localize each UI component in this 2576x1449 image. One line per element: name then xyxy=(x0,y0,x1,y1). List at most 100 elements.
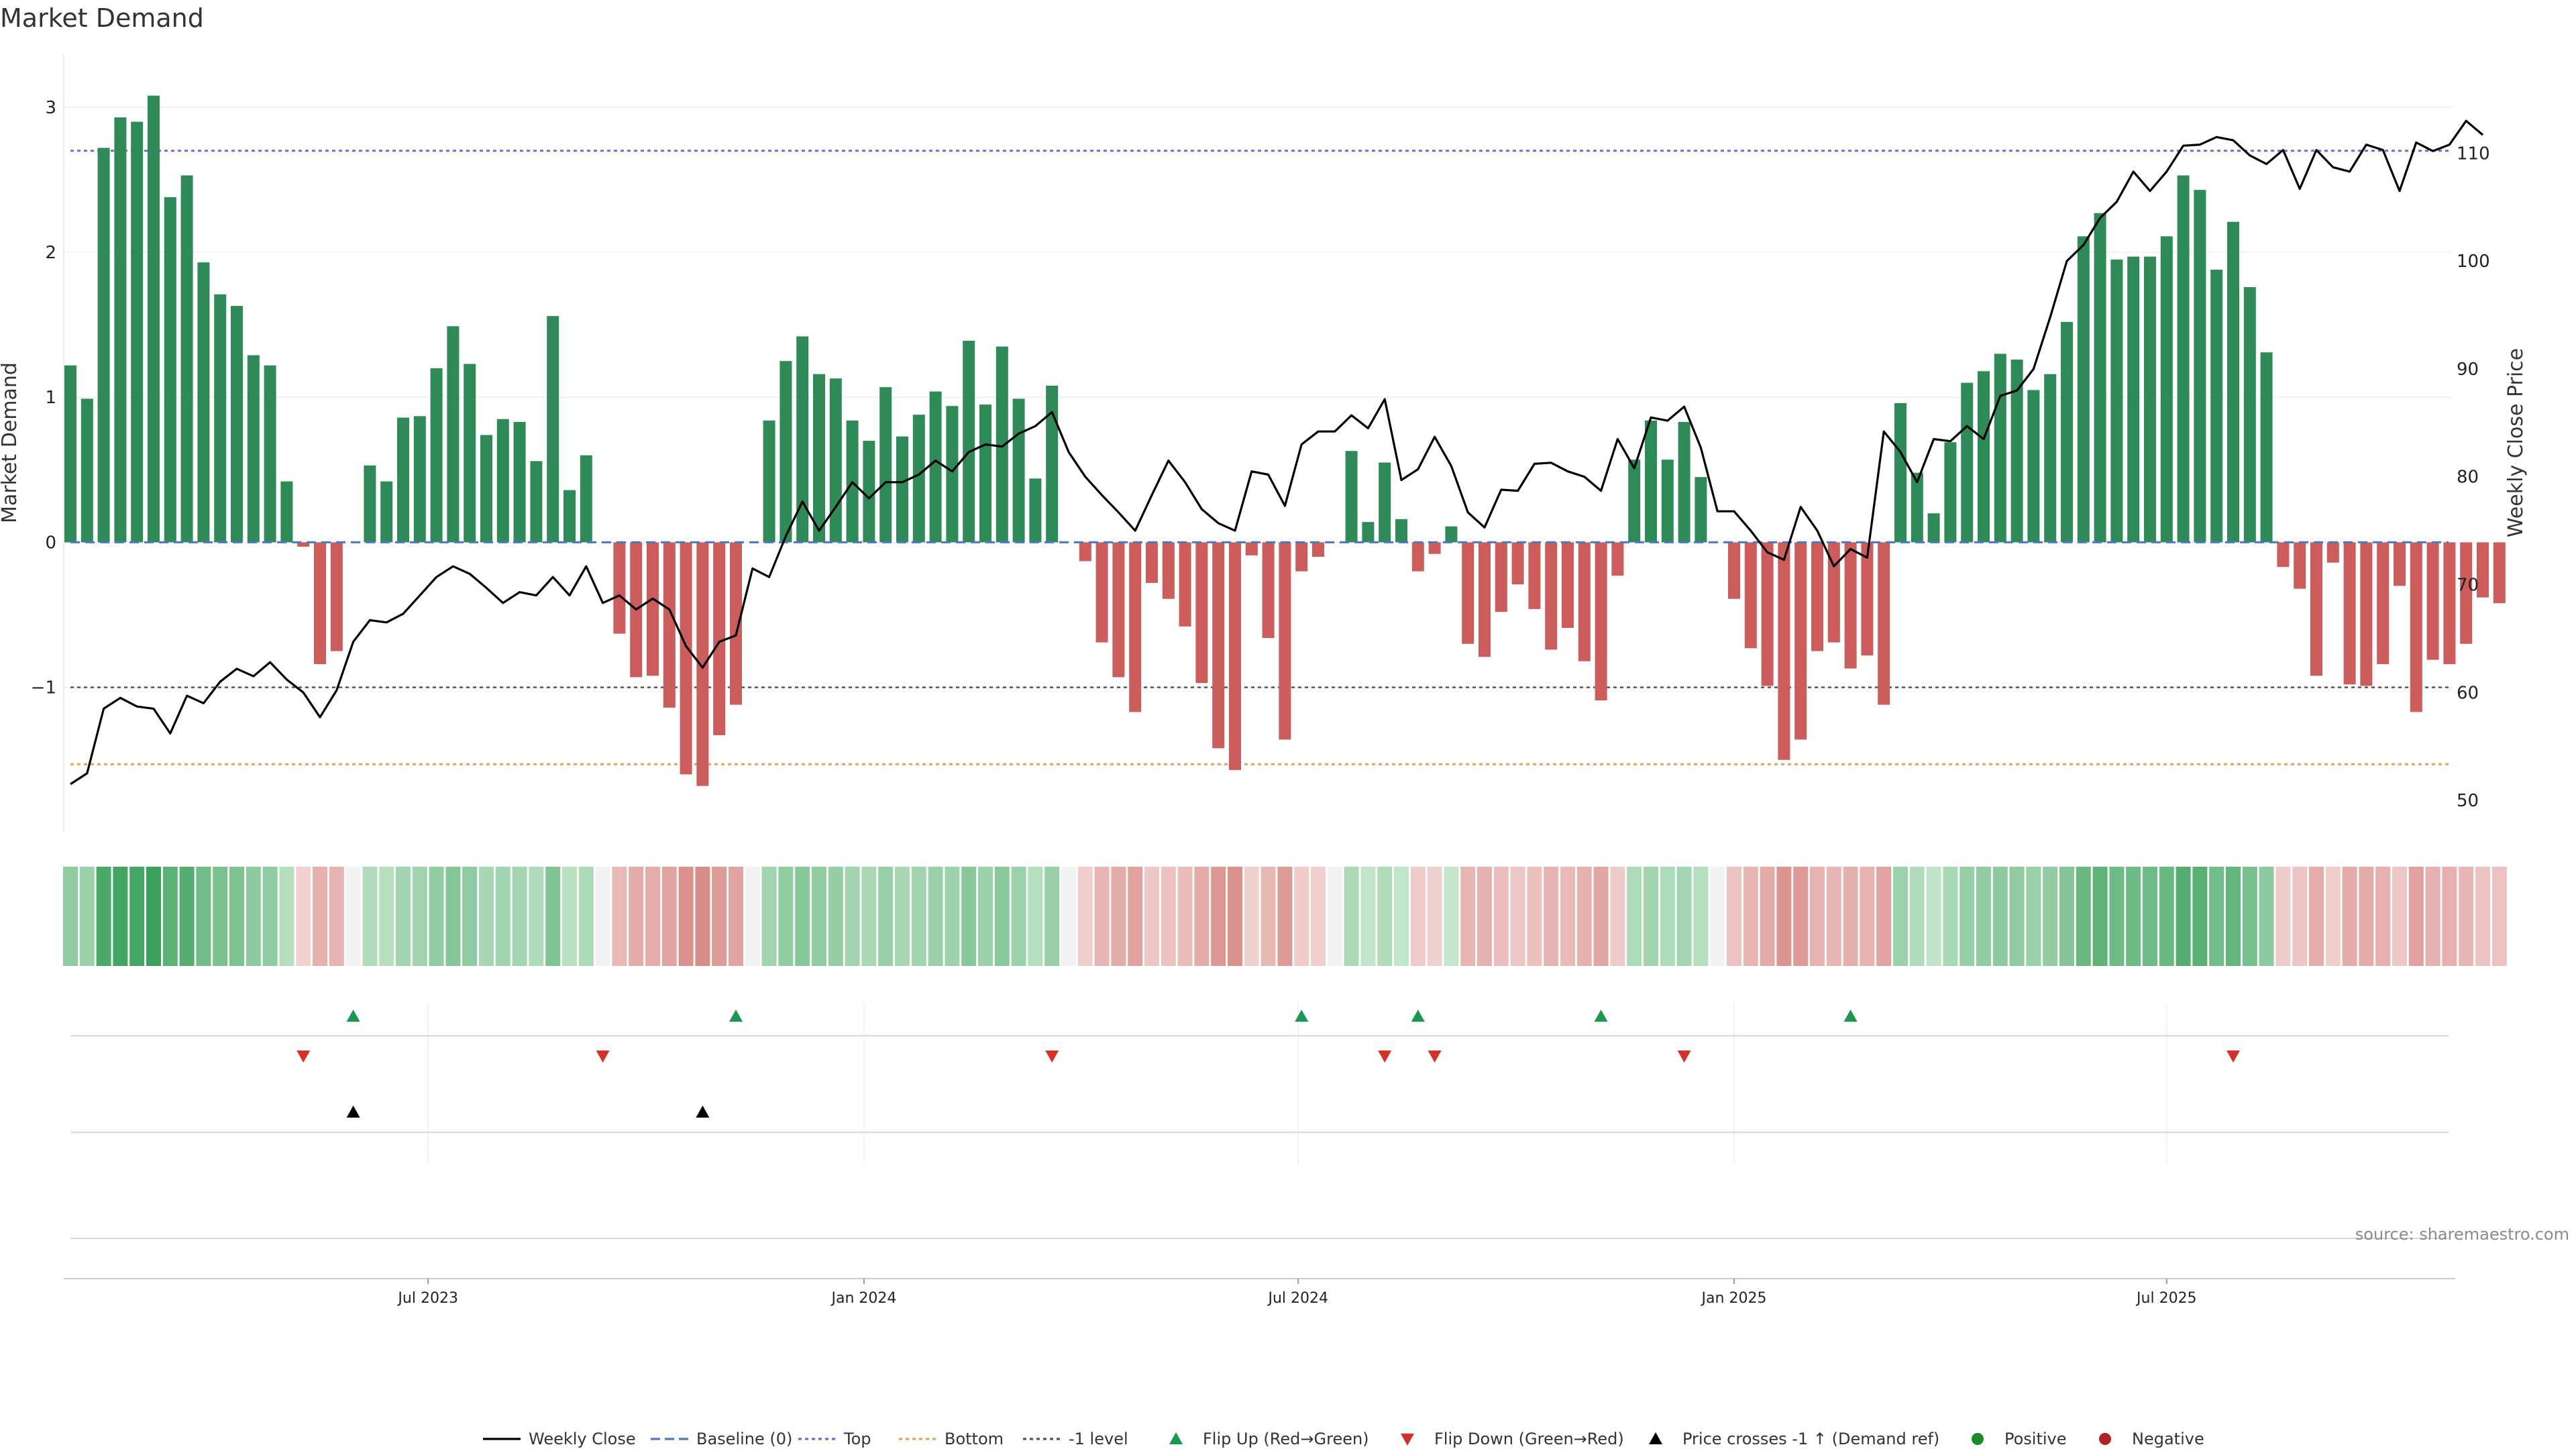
heat-cell xyxy=(512,867,527,966)
flip-down-marker xyxy=(297,1051,311,1063)
heat-cell xyxy=(1394,867,1409,966)
legend-item: Weekly Close xyxy=(483,1430,636,1448)
demand-bar xyxy=(1578,542,1591,661)
demand-bar xyxy=(1462,542,1474,644)
demand-bar xyxy=(2377,542,2390,665)
heat-cell xyxy=(1244,867,1259,966)
heat-cell xyxy=(1610,867,1625,966)
y2-tick-label: 70 xyxy=(2457,575,2479,595)
demand-bar xyxy=(2326,542,2339,563)
heat-cell xyxy=(246,867,261,966)
demand-bar xyxy=(1095,542,1108,643)
legend-label: Negative xyxy=(2132,1430,2204,1448)
heat-cell xyxy=(162,867,178,966)
weekly-close-line xyxy=(70,119,2484,786)
heat-cell xyxy=(213,867,228,966)
legend-item: Positive xyxy=(1972,1430,2067,1448)
demand-bar xyxy=(647,542,659,676)
legend-label: Weekly Close xyxy=(529,1430,636,1448)
x-tick-label: Jul 2025 xyxy=(2135,1290,2197,1307)
heat-cell xyxy=(113,867,128,966)
legend-label: Top xyxy=(843,1430,871,1448)
demand-bar xyxy=(2360,542,2373,686)
heat-cell xyxy=(1460,867,1476,966)
heat-cell xyxy=(2109,867,2125,966)
price-cross-marker xyxy=(696,1106,710,1118)
demand-bar xyxy=(2294,542,2306,589)
demand-bar xyxy=(2177,175,2190,543)
heat-cell xyxy=(1660,867,1675,966)
heat-cell xyxy=(678,867,694,966)
heat-cell xyxy=(1992,867,2008,966)
legend-item: Flip Down (Green→Red) xyxy=(1401,1430,1624,1448)
y2-tick-label: 80 xyxy=(2457,468,2479,488)
heat-cell xyxy=(2408,867,2424,966)
heat-cell xyxy=(828,867,843,966)
heat-cell xyxy=(1360,867,1376,966)
demand-bar xyxy=(1428,542,1441,554)
heat-cell xyxy=(729,867,743,966)
demand-bar xyxy=(2493,542,2506,604)
heat-cell xyxy=(2425,867,2440,966)
heat-cell xyxy=(845,867,860,966)
heat-cell xyxy=(562,867,577,966)
legend-swatch-triangle-up-black xyxy=(1649,1432,1662,1444)
flip-down-marker xyxy=(596,1051,610,1063)
demand-bar xyxy=(1395,519,1407,543)
demand-bar xyxy=(164,197,176,543)
demand-bar xyxy=(2394,542,2406,586)
heat-cell xyxy=(911,867,926,966)
heat-cell xyxy=(928,867,943,966)
y-tick-label: 3 xyxy=(45,98,56,118)
y-tick-label: 2 xyxy=(45,243,56,263)
heat-cell xyxy=(761,867,777,966)
heat-cell xyxy=(1194,867,1210,966)
demand-bar xyxy=(829,378,842,543)
demand-bar xyxy=(97,148,110,543)
heat-cell xyxy=(1826,867,1841,966)
demand-bar xyxy=(680,542,692,775)
flip-down-marker xyxy=(2226,1051,2240,1063)
demand-bar xyxy=(513,421,526,543)
heat-cell xyxy=(1044,867,1060,966)
demand-bar xyxy=(1511,542,1524,585)
demand-bar xyxy=(879,387,892,543)
heat-cell xyxy=(1693,867,1709,966)
heat-cell xyxy=(2392,867,2407,966)
heat-cell xyxy=(595,867,610,966)
heat-cell xyxy=(1077,867,1093,966)
demand-bar xyxy=(447,326,460,543)
chart-legend: Weekly Close Baseline (0) Top Bottom -1 leve… xyxy=(483,1430,2204,1448)
heat-cell xyxy=(1028,867,1043,966)
demand-bar xyxy=(64,365,76,543)
heat-cell xyxy=(961,867,977,966)
demand-bar xyxy=(780,361,792,543)
heat-cell xyxy=(1644,867,1658,966)
demand-bar xyxy=(912,415,925,543)
heat-cell xyxy=(1710,867,1725,966)
heat-cell xyxy=(1444,867,1459,966)
demand-bar xyxy=(314,542,326,665)
heat-cell xyxy=(2459,867,2474,966)
heat-cell xyxy=(313,867,327,966)
demand-bar xyxy=(1744,542,1757,649)
legend-item: Bottom xyxy=(899,1430,1004,1448)
demand-bar xyxy=(1894,402,1907,543)
heat-cell xyxy=(545,867,561,966)
demand-bar xyxy=(1229,542,1241,770)
y2-tick-label: 90 xyxy=(2457,360,2479,380)
heat-cell xyxy=(1860,867,1875,966)
heat-cell xyxy=(445,867,461,966)
flip-up-marker xyxy=(1411,1010,1425,1022)
flip-down-marker xyxy=(1378,1051,1392,1063)
demand-bar xyxy=(1079,542,1091,561)
demand-bar xyxy=(1046,385,1059,543)
heat-cell xyxy=(396,867,411,966)
heat-cell xyxy=(1810,867,1825,966)
demand-bar xyxy=(2110,259,2123,543)
demand-bar xyxy=(1911,472,1923,543)
demand-bar xyxy=(1445,526,1458,543)
heat-cell xyxy=(1843,867,1858,966)
demand-bar xyxy=(397,417,409,543)
demand-bar xyxy=(1861,542,1874,656)
